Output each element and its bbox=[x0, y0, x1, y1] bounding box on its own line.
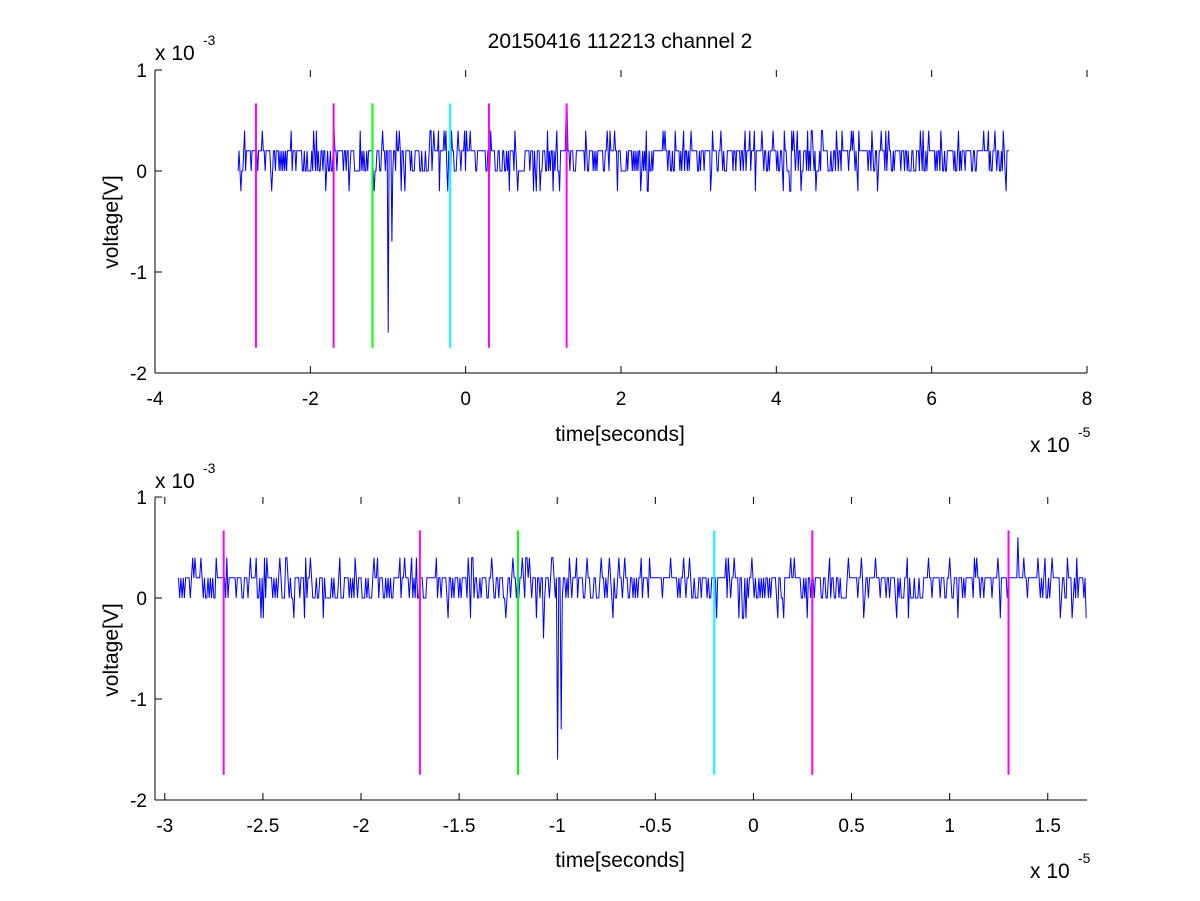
bottom-x-tick-label: 1 bbox=[944, 816, 955, 837]
bottom-y-tick-label: 0 bbox=[136, 589, 147, 610]
top-y-tick-label: -1 bbox=[130, 263, 147, 284]
top-x-multiplier-exponent: -5 bbox=[1078, 424, 1091, 440]
bottom-x-multiplier-base: x 10 bbox=[1030, 860, 1070, 883]
top-plot-area bbox=[237, 103, 1009, 348]
bottom-x-tick-label: 0.5 bbox=[838, 816, 864, 837]
bottom-y-tick-label: 1 bbox=[136, 488, 147, 509]
top-x-axis-label: time[seconds] bbox=[555, 423, 685, 446]
bottom-x-tick-label: 1.5 bbox=[1035, 816, 1061, 837]
bottom-plot: x 10 -3 voltage[V] time[seconds] x 10 -5… bbox=[100, 460, 1091, 883]
bottom-x-tick-label: -1 bbox=[549, 816, 566, 837]
top-x-tick-label: 6 bbox=[926, 389, 937, 410]
bottom-x-tick-label: 0 bbox=[748, 816, 759, 837]
bottom-x-tick-label: -1.5 bbox=[443, 816, 476, 837]
top-x-tick-label: -4 bbox=[147, 389, 164, 410]
bottom-x-tick-label: -2.5 bbox=[247, 816, 280, 837]
top-x-multiplier-base: x 10 bbox=[1030, 434, 1070, 457]
top-y-multiplier-exponent: -3 bbox=[203, 32, 216, 48]
bottom-y-multiplier: x 10 -3 bbox=[155, 460, 216, 493]
bottom-y-tick-label: -1 bbox=[130, 690, 147, 711]
top-plot: 20150416 112213 channel 2 x 10 -3 voltag… bbox=[100, 30, 1092, 457]
top-plot-title: 20150416 112213 channel 2 bbox=[488, 30, 753, 53]
top-voltage-trace bbox=[237, 109, 1009, 333]
top-x-multiplier: x 10 -5 bbox=[1030, 424, 1091, 457]
top-y-axis-label: voltage[V] bbox=[100, 175, 123, 268]
top-y-tick-label: 1 bbox=[136, 61, 147, 82]
top-x-tick-label: 4 bbox=[771, 389, 782, 410]
bottom-x-multiplier-exponent: -5 bbox=[1078, 850, 1091, 866]
bottom-y-multiplier-base: x 10 bbox=[155, 470, 195, 493]
bottom-tick-labels: -3 -2.5 -2 -1.5 -1 -0.5 0 0.5 1 1.5 1 0 -1 -2 bbox=[130, 488, 1061, 837]
top-x-tick-label: 0 bbox=[460, 389, 471, 410]
top-y-multiplier: x 10 -3 bbox=[155, 32, 216, 65]
bottom-x-multiplier: x 10 -5 bbox=[1030, 850, 1091, 883]
bottom-plot-area bbox=[178, 530, 1087, 775]
bottom-x-tick-label: -0.5 bbox=[639, 816, 672, 837]
top-tick-labels: -4 -2 0 2 4 6 810-1-2 bbox=[130, 61, 1092, 410]
top-x-tick-label: 8 bbox=[1082, 389, 1093, 410]
bottom-voltage-trace bbox=[178, 537, 1087, 760]
bottom-x-tick-label: -2 bbox=[353, 816, 370, 837]
top-x-tick-label: 2 bbox=[616, 389, 627, 410]
bottom-x-tick-label: -3 bbox=[156, 816, 173, 837]
bottom-y-multiplier-exponent: -3 bbox=[203, 460, 216, 476]
top-y-tick-label: -2 bbox=[130, 364, 147, 385]
top-x-tick-label: -2 bbox=[302, 389, 319, 410]
top-y-tick-label: 0 bbox=[136, 162, 147, 183]
top-y-multiplier-base: x 10 bbox=[155, 42, 195, 65]
bottom-y-axis-label: voltage[V] bbox=[100, 603, 123, 696]
bottom-y-tick-label: -2 bbox=[130, 791, 147, 812]
bottom-x-axis-label: time[seconds] bbox=[555, 849, 685, 872]
